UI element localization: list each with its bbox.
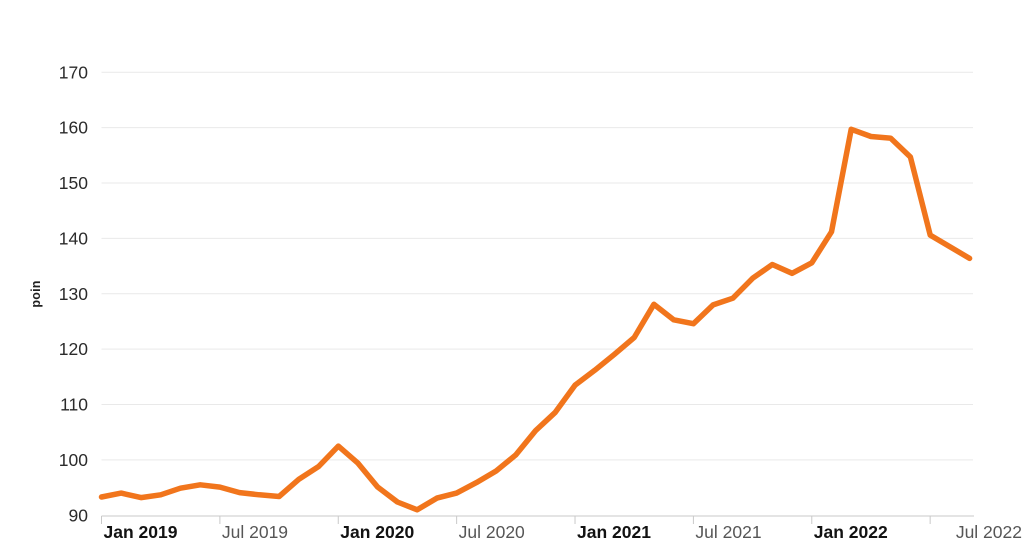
y-tick-label: 120 [59,339,88,359]
y-tick-label: 170 [59,62,88,82]
x-tick-label: Jul 2020 [459,522,525,542]
x-tick-label: Jan 2022 [814,522,888,542]
data-line [98,126,973,513]
y-tick-label: 100 [59,450,88,470]
x-tick-label: Jul 2019 [222,522,288,542]
x-tick-label: Jan 2020 [340,522,414,542]
y-axis-title: poin [29,280,43,308]
y-tick-label: 130 [59,284,88,304]
y-tick-label: 90 [69,505,89,525]
y-tick-label: 150 [59,173,88,193]
x-tick-label: Jul 2021 [695,522,761,542]
x-tick-label: Jan 2021 [577,522,651,542]
x-tick-label: Jul 2022 [956,522,1022,542]
y-tick-label: 140 [59,228,88,248]
y-tick-label: 110 [60,395,88,415]
y-tick-label: 160 [59,118,88,138]
x-tick-label: Jan 2019 [104,522,178,542]
